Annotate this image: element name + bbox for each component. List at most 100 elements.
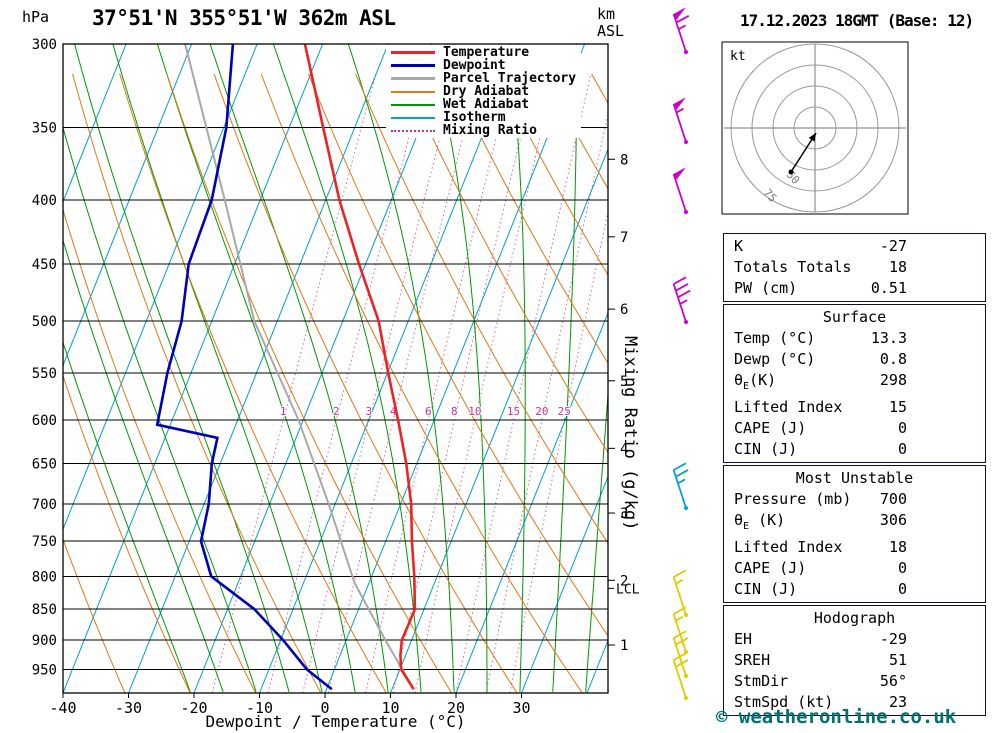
stat-row: PW (cm) 0.51	[724, 278, 985, 299]
stat-row: EH -29	[724, 629, 985, 650]
svg-text:0: 0	[320, 699, 329, 717]
svg-text:4: 4	[390, 405, 397, 418]
svg-text:500: 500	[32, 314, 57, 330]
svg-text:2: 2	[333, 405, 340, 418]
stat-value: 0	[897, 419, 907, 437]
stats-box-header: Hodograph	[813, 609, 896, 627]
chart-legend: Temperature Dewpoint Parcel Trajectory Dry …	[386, 45, 582, 138]
stat-row: StmDir 56°	[724, 671, 985, 692]
svg-text:900: 900	[32, 633, 57, 649]
stat-value: -29	[879, 630, 907, 648]
stat-row: Lifted Index 18	[724, 537, 985, 558]
svg-text:30: 30	[512, 699, 530, 717]
stat-label: Lifted Index	[734, 398, 843, 416]
mixing-ratio-axis-title: Mixing Ratio (g/kg)	[620, 336, 640, 531]
svg-text:10: 10	[468, 405, 481, 418]
legend-item-temperature: Temperature	[391, 46, 576, 59]
stat-label: SREH	[734, 651, 771, 669]
stat-row: Temp (°C) 13.3	[724, 328, 985, 349]
stat-label: StmSpd (kt)	[734, 693, 834, 711]
stats-box-surface: Surface Temp (°C) 13.3 Dewp (°C) 0.8 θE(K) 298…	[723, 304, 986, 463]
svg-text:1: 1	[280, 405, 287, 418]
stat-label: Totals Totals	[734, 258, 852, 276]
stat-label: Pressure (mb)	[734, 490, 852, 508]
svg-text:4: 4	[620, 441, 628, 457]
stat-value: 13.3	[870, 329, 907, 347]
svg-text:950: 950	[32, 663, 57, 679]
stat-row: Dewp (°C) 0.8	[724, 349, 985, 370]
km-axis-title-asl: ASL	[597, 22, 625, 40]
pressure-axis-labels: 300 350 400 450 500 550 600 650 700 750 800 850 900 9…	[32, 37, 57, 679]
svg-text:-40: -40	[49, 699, 76, 717]
legend-label: Dry Adiabat	[443, 84, 530, 99]
legend-line-swatch	[391, 103, 435, 106]
copyright-link[interactable]: © weatheronline.co.uk	[716, 706, 957, 728]
stat-row: K -27	[724, 236, 985, 257]
stat-label: CIN (J)	[734, 580, 798, 598]
stat-label: Lifted Index	[734, 538, 843, 556]
station-title: 37°51'N 355°51'W 362m ASL	[92, 6, 396, 30]
legend-label: Mixing Ratio	[443, 123, 537, 138]
svg-text:-20: -20	[180, 699, 207, 717]
stat-row: CIN (J) 0	[724, 579, 985, 600]
legend-item-isotherm: Isotherm	[391, 111, 576, 124]
svg-text:LCL: LCL	[616, 582, 640, 597]
svg-text:8: 8	[451, 405, 458, 418]
legend-line-swatch	[391, 129, 435, 132]
svg-text:-30: -30	[115, 699, 142, 717]
svg-text:3: 3	[620, 506, 628, 522]
stats-panel: K -27 Totals Totals 18 PW (cm) 0.51 Surface Tem…	[723, 233, 986, 718]
svg-text:300: 300	[32, 37, 57, 53]
legend-item-wet-adiabat: Wet Adiabat	[391, 98, 576, 111]
legend-label: Dewpoint	[443, 58, 506, 73]
svg-text:6: 6	[425, 405, 432, 418]
wind-barbs	[672, 7, 691, 700]
svg-text:8: 8	[620, 152, 628, 168]
stat-row: θE(K) 298	[724, 370, 985, 397]
svg-text:20: 20	[535, 405, 548, 418]
temperature-axis-labels: -40 -30 -20 -10 0 10 20 30	[49, 693, 531, 717]
svg-text:600: 600	[32, 413, 57, 429]
stat-label: EH	[734, 630, 753, 648]
stat-value: 23	[888, 693, 907, 711]
run-datetime: 17.12.2023 18GMT (Base: 12)	[740, 11, 974, 30]
km-axis: 1 2 3 4 5 6 7 8 LCL	[608, 152, 640, 654]
stat-label: Dewp (°C)	[734, 350, 816, 368]
legend-line-swatch	[391, 51, 435, 54]
stat-value: 18	[888, 258, 907, 276]
svg-text:20: 20	[447, 699, 465, 717]
stat-value: 56°	[879, 672, 907, 690]
legend-item-dry-adiabat: Dry Adiabat	[391, 85, 576, 98]
svg-text:450: 450	[32, 257, 57, 273]
stat-row: CAPE (J) 0	[724, 418, 985, 439]
stat-value: 700	[879, 490, 907, 508]
svg-text:2: 2	[620, 573, 628, 589]
stat-value: 15	[888, 398, 907, 416]
stat-label: K	[734, 237, 744, 255]
stat-row: θE (K) 306	[724, 510, 985, 537]
stat-row: CIN (J) 0	[724, 439, 985, 460]
svg-text:750: 750	[32, 534, 57, 550]
stat-label: θE (K)	[734, 511, 786, 532]
stat-value: -27	[879, 237, 907, 255]
stat-value: 0	[897, 440, 907, 458]
svg-text:650: 650	[32, 457, 57, 473]
svg-text:1: 1	[620, 638, 628, 654]
stat-value: 51	[888, 651, 907, 669]
svg-text:15: 15	[507, 405, 520, 418]
legend-line-swatch	[391, 116, 435, 119]
stats-box-hodograph: Hodograph EH -29 SREH 51 StmDir 56° StmSpd (kt)…	[723, 605, 986, 716]
svg-text:800: 800	[32, 569, 57, 585]
svg-text:25: 25	[558, 405, 571, 418]
stat-value: 0.51	[870, 279, 907, 297]
legend-item-parcel-trajectory: Parcel Trajectory	[391, 72, 576, 85]
stat-label: CAPE (J)	[734, 559, 807, 577]
svg-text:-10: -10	[246, 699, 273, 717]
stats-box-header: Surface	[822, 308, 887, 326]
legend-label: Wet Adiabat	[443, 97, 530, 112]
legend-item-dewpoint: Dewpoint	[391, 59, 576, 72]
svg-text:6: 6	[620, 302, 628, 318]
stats-box-header: Most Unstable	[795, 469, 914, 487]
svg-text:350: 350	[32, 121, 57, 137]
